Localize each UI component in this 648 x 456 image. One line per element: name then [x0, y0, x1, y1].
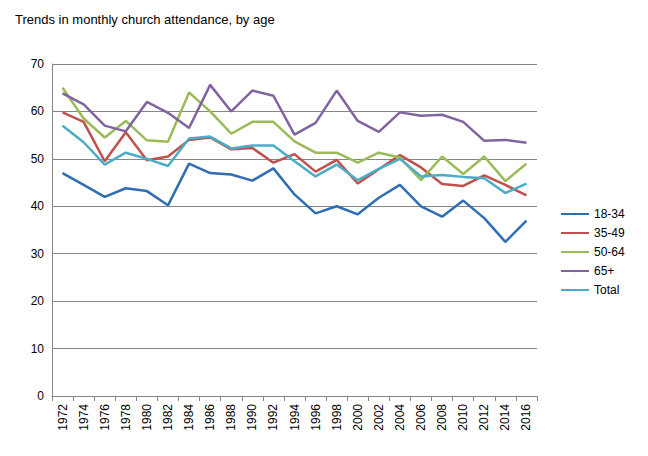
svg-text:65+: 65+: [594, 264, 614, 278]
svg-text:2008: 2008: [435, 404, 449, 431]
svg-text:2006: 2006: [414, 404, 428, 431]
svg-text:60: 60: [31, 104, 45, 118]
svg-text:18-34: 18-34: [594, 207, 625, 221]
svg-text:2010: 2010: [456, 404, 470, 431]
svg-text:35-49: 35-49: [594, 226, 625, 240]
svg-text:30: 30: [31, 247, 45, 261]
svg-text:2014: 2014: [498, 404, 512, 431]
svg-text:1994: 1994: [288, 404, 302, 431]
svg-text:1990: 1990: [245, 404, 259, 431]
svg-text:1980: 1980: [140, 404, 154, 431]
svg-text:2016: 2016: [519, 404, 533, 431]
svg-text:1988: 1988: [224, 404, 238, 431]
svg-text:1974: 1974: [77, 404, 91, 431]
svg-text:1986: 1986: [203, 404, 217, 431]
svg-text:2002: 2002: [372, 404, 386, 431]
svg-text:1978: 1978: [119, 404, 133, 431]
svg-text:1984: 1984: [182, 404, 196, 431]
svg-text:50-64: 50-64: [594, 245, 625, 259]
svg-text:1972: 1972: [56, 404, 70, 431]
svg-text:2000: 2000: [351, 404, 365, 431]
svg-text:20: 20: [31, 294, 45, 308]
svg-text:1996: 1996: [309, 404, 323, 431]
svg-text:Total: Total: [594, 283, 619, 297]
svg-text:50: 50: [31, 152, 45, 166]
svg-text:10: 10: [31, 342, 45, 356]
svg-text:2012: 2012: [477, 404, 491, 431]
svg-text:40: 40: [31, 199, 45, 213]
svg-text:1998: 1998: [330, 404, 344, 431]
svg-text:70: 70: [31, 57, 45, 71]
svg-text:0: 0: [37, 389, 44, 403]
svg-text:2004: 2004: [393, 404, 407, 431]
svg-text:1982: 1982: [161, 404, 175, 431]
svg-text:1976: 1976: [98, 404, 112, 431]
svg-text:1992: 1992: [266, 404, 280, 431]
svg-text:Trends in monthly church atten: Trends in monthly church attendance, by …: [15, 12, 275, 27]
